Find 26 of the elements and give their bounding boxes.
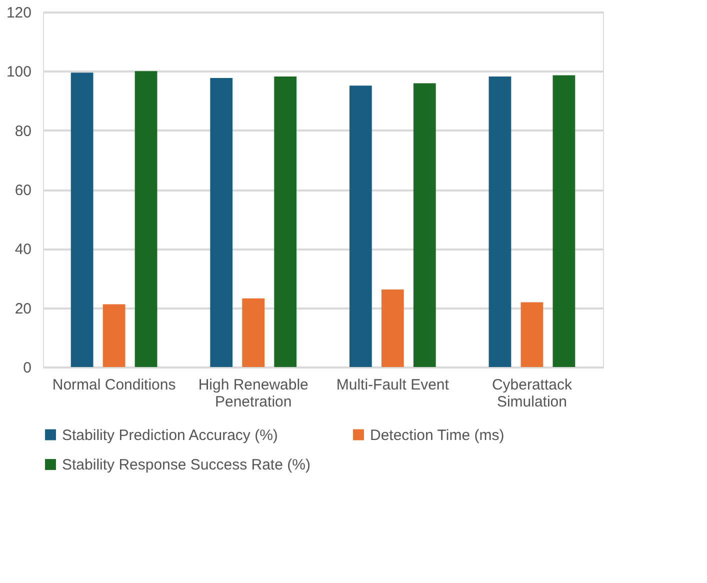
bar [274, 76, 297, 367]
legend-label: Stability Response Success Rate (%) [62, 456, 310, 474]
y-tick-label: 100 [6, 64, 32, 81]
y-tick-label: 60 [14, 182, 32, 199]
x-tick-label: Multi-Fault Event [336, 376, 450, 394]
bar [413, 83, 436, 367]
x-tick-label: High Renewable Penetration [198, 376, 308, 410]
bar [381, 289, 404, 367]
y-tick-label: 120 [6, 4, 32, 22]
legend-label: Detection Time (ms) [370, 426, 504, 444]
bar [552, 75, 576, 367]
bar [488, 76, 512, 367]
x-tick-label: Cyberattack Simulation [492, 376, 572, 410]
bar [242, 298, 265, 367]
bar [520, 302, 544, 367]
bar [70, 72, 94, 367]
y-tick-label: 80 [14, 122, 32, 140]
bar [134, 71, 158, 367]
bar [102, 304, 126, 367]
y-tick-label: 0 [23, 360, 32, 376]
y-tick-label: 20 [14, 300, 32, 318]
legend-label: Stability Prediction Accuracy (%) [62, 426, 278, 444]
bar [349, 86, 372, 367]
bar [210, 78, 233, 367]
y-tick-label: 40 [14, 241, 32, 258]
x-tick-label: Normal Conditions [52, 376, 176, 394]
